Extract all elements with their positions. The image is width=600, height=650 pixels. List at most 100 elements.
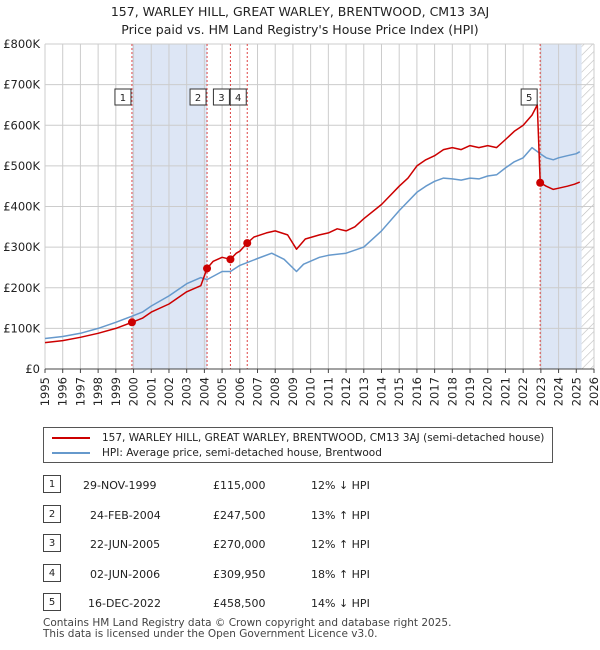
x-tick-label: 2018: [445, 377, 459, 406]
sale-hpi-diff: 12% ↑ HPI: [311, 538, 370, 551]
x-tick-label: 2023: [534, 377, 548, 406]
x-tick-label: 2003: [180, 377, 194, 406]
sale-point: [243, 239, 252, 248]
x-tick-label: 2021: [498, 377, 512, 406]
x-tick-label: 2006: [233, 377, 247, 406]
footer-line1: Contains HM Land Registry data © Crown c…: [43, 617, 452, 629]
sale-date: 16-DEC-2022: [88, 597, 162, 610]
sale-marker-label: 1: [120, 93, 126, 104]
sale-point: [226, 255, 235, 264]
sale-marker-badge: 3: [43, 534, 61, 552]
x-tick-label: 2019: [463, 377, 477, 406]
sale-date: 24-FEB-2004: [90, 509, 161, 522]
price-paid-line: [44, 104, 581, 344]
legend-label-hpi: HPI: Average price, semi-detached house,…: [102, 447, 382, 459]
y-tick-label: £300K: [3, 240, 40, 254]
legend-label-price: 157, WARLEY HILL, GREAT WARLEY, BRENTWOO…: [102, 432, 545, 444]
y-tick-label: £600K: [3, 118, 40, 132]
sale-marker-badge: 2: [43, 505, 61, 523]
x-tick-label: 1997: [73, 377, 87, 406]
x-tick-label: 1999: [109, 377, 123, 406]
sale-marker-label: 2: [195, 93, 201, 104]
sale-marker-label: 4: [235, 93, 241, 104]
sale-price: £458,500: [213, 597, 266, 610]
x-tick-label: 2026: [587, 377, 600, 406]
sale-date: 02-JUN-2006: [90, 568, 161, 581]
x-tick-label: 2017: [428, 377, 442, 406]
x-tick-label: 2022: [516, 377, 530, 406]
legend-item-price: 157, WARLEY HILL, GREAT WARLEY, BRENTWOO…: [52, 431, 544, 445]
x-tick-label: 2024: [552, 377, 566, 406]
x-tick-label: 2000: [127, 377, 141, 406]
sale-price: £309,950: [213, 568, 266, 581]
sale-hpi-diff: 13% ↑ HPI: [311, 509, 370, 522]
sale-marker-label: 3: [218, 93, 224, 104]
y-tick-label: £700K: [3, 78, 40, 92]
sales-table-row: 3 22-JUN-2005 £270,000 12% ↑ HPI: [43, 534, 563, 554]
sale-hpi-diff: 14% ↓ HPI: [311, 597, 370, 610]
x-tick-label: 2007: [251, 377, 265, 406]
x-tick-label: 2001: [144, 377, 158, 406]
sale-marker-2: 2: [189, 88, 207, 106]
sales-table-row: 4 02-JUN-2006 £309,950 18% ↑ HPI: [43, 564, 563, 584]
sale-point: [203, 264, 212, 273]
x-tick-label: 2025: [569, 377, 583, 406]
sale-marker-box: [114, 88, 132, 106]
sale-marker-badge: 1: [43, 475, 61, 493]
x-tick-label: 1995: [38, 377, 52, 406]
y-tick-label: £400K: [3, 200, 40, 214]
sale-price: £115,000: [213, 479, 266, 492]
sale-marker-5: 5: [520, 88, 538, 106]
sale-date: 22-JUN-2005: [90, 538, 161, 551]
sale-price: £270,000: [213, 538, 266, 551]
sale-marker-1: 1: [114, 88, 132, 106]
x-tick-label: 2010: [304, 377, 318, 406]
x-tick-label: 2008: [268, 377, 282, 406]
sale-marker-box: [229, 88, 247, 106]
x-tick-label: 2011: [321, 377, 335, 406]
y-tick-label: £100K: [3, 321, 40, 335]
sale-date: 29-NOV-1999: [83, 479, 157, 492]
sale-marker-box: [520, 88, 538, 106]
sale-marker-box: [189, 88, 207, 106]
sale-marker-3: 3: [212, 88, 230, 106]
y-tick-label: £800K: [3, 37, 40, 51]
x-tick-label: 2016: [410, 377, 424, 406]
sale-marker-badge: 4: [43, 564, 61, 582]
hpi-line: [44, 146, 581, 340]
sale-price: £247,500: [213, 509, 266, 522]
sales-table-row: 5 16-DEC-2022 £458,500 14% ↓ HPI: [43, 593, 563, 613]
x-tick-label: 2012: [339, 377, 353, 406]
legend-item-hpi: HPI: Average price, semi-detached house,…: [52, 446, 382, 460]
chart-legend: 157, WARLEY HILL, GREAT WARLEY, BRENTWOO…: [43, 427, 553, 463]
legend-swatch-hpi: [52, 452, 90, 454]
sale-marker-badge: 5: [43, 593, 61, 611]
sale-marker-label: 5: [526, 93, 532, 104]
sales-table-row: 1 29-NOV-1999 £115,000 12% ↓ HPI: [43, 475, 563, 495]
x-tick-label: 2020: [481, 377, 495, 406]
y-tick-label: £200K: [3, 281, 40, 295]
x-tick-label: 2002: [162, 377, 176, 406]
sale-marker-box: [212, 88, 230, 106]
x-tick-label: 2015: [392, 377, 406, 406]
x-tick-label: 1998: [91, 377, 105, 406]
x-tick-label: 1996: [56, 377, 70, 406]
x-tick-label: 2013: [357, 377, 371, 406]
sale-point: [127, 318, 136, 327]
footer-line2: This data is licensed under the Open Gov…: [43, 628, 378, 640]
x-tick-label: 2009: [286, 377, 300, 406]
y-tick-label: £500K: [3, 159, 40, 173]
sales-table-row: 2 24-FEB-2004 £247,500 13% ↑ HPI: [43, 505, 563, 525]
x-tick-label: 2005: [215, 377, 229, 406]
sale-hpi-diff: 18% ↑ HPI: [311, 568, 370, 581]
sale-point: [536, 178, 545, 187]
chart-title-line2: Price paid vs. HM Land Registry's House …: [121, 22, 479, 37]
y-tick-label: £0: [25, 362, 40, 376]
sale-hpi-diff: 12% ↓ HPI: [311, 479, 370, 492]
x-tick-label: 2004: [197, 377, 211, 406]
x-tick-label: 2014: [374, 377, 388, 406]
chart-title-line1: 157, WARLEY HILL, GREAT WARLEY, BRENTWOO…: [110, 4, 490, 19]
legend-swatch-price: [52, 437, 90, 439]
sale-marker-4: 4: [229, 88, 247, 106]
